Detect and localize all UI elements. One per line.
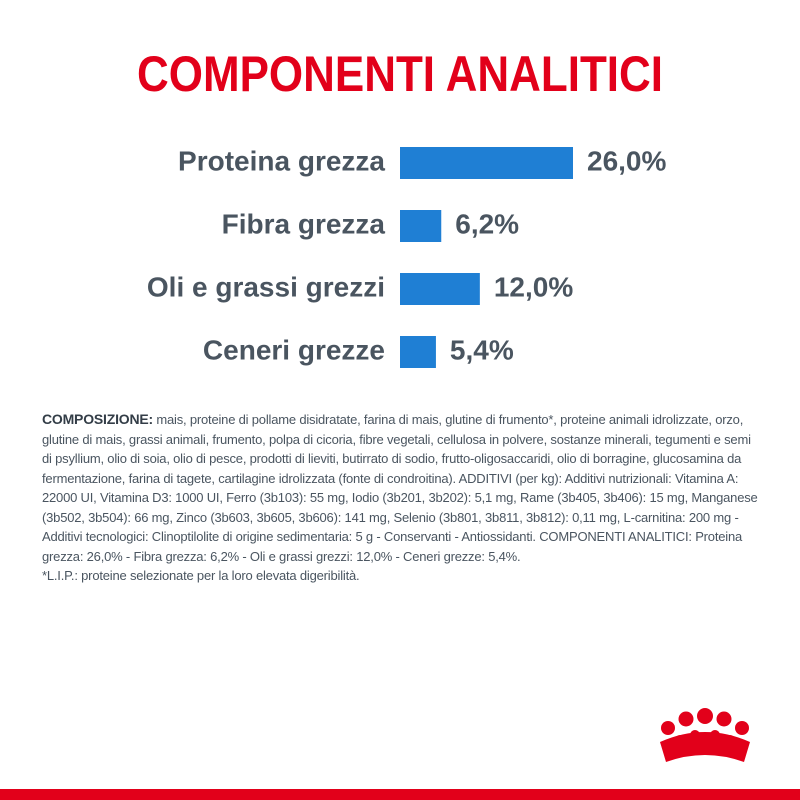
value-label: 26,0% bbox=[587, 145, 666, 176]
footnote: *L.I.P.: proteine selezionate per la lor… bbox=[42, 568, 360, 583]
category-label: Ceneri grezze bbox=[203, 334, 385, 365]
value-label: 6,2% bbox=[455, 208, 519, 239]
bar bbox=[400, 273, 480, 305]
chart-title: COMPONENTI ANALITICI bbox=[137, 46, 663, 102]
bar bbox=[400, 147, 573, 179]
value-label: 5,4% bbox=[450, 334, 514, 365]
value-label: 12,0% bbox=[494, 271, 573, 302]
composition: COMPOSIZIONE: mais, proteine di pollame … bbox=[42, 410, 762, 586]
category-label: Fibra grezza bbox=[222, 208, 386, 239]
bottom-stripe bbox=[0, 789, 800, 800]
bar bbox=[400, 210, 442, 242]
category-label: Oli e grassi grezzi bbox=[147, 271, 385, 302]
logo bbox=[660, 708, 750, 762]
chart: COMPONENTI ANALITICI Proteina grezza 26,0… bbox=[137, 46, 666, 368]
composition-text: mais, proteine di pollame disidratate, f… bbox=[42, 412, 758, 564]
bar bbox=[400, 336, 436, 368]
category-label: Proteina grezza bbox=[178, 145, 385, 176]
composition-label: COMPOSIZIONE: bbox=[42, 411, 153, 427]
